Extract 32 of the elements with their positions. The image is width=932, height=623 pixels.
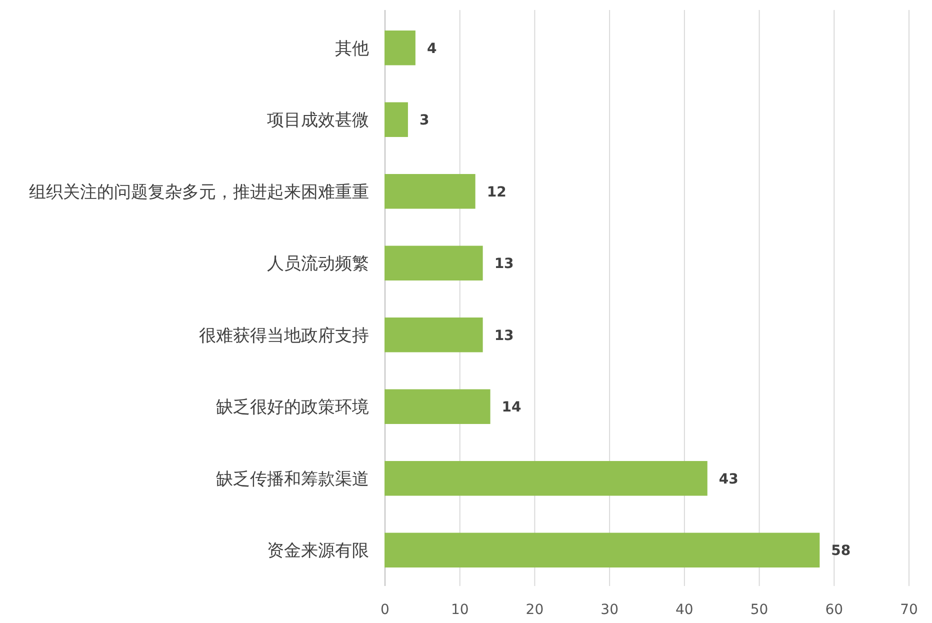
x-tick-label: 70 [900, 602, 918, 618]
y-tick-label: 项目成效甚微 [267, 110, 369, 131]
x-tick-label: 40 [676, 602, 694, 618]
bar [384, 174, 476, 209]
data-label: 4 [426, 40, 437, 57]
x-tick-label: 0 [380, 602, 390, 618]
y-tick-label: 缺乏传播和筹款渠道 [216, 469, 369, 490]
data-label: 3 [419, 112, 430, 129]
data-label: 12 [486, 184, 506, 200]
x-tick-label: 50 [750, 602, 768, 618]
x-tick-label: 10 [450, 602, 469, 618]
data-label: 13 [494, 328, 514, 344]
y-tick-label: 缺乏很好的政策环境 [216, 398, 369, 418]
bar [384, 532, 820, 568]
y-tick-label: 很难获得当地政府支持 [199, 326, 369, 346]
data-label: 43 [718, 471, 738, 488]
bar [384, 102, 408, 137]
x-tick-label: 20 [526, 602, 544, 618]
x-tick-label: 60 [825, 602, 844, 618]
data-label: 58 [831, 543, 851, 560]
y-tick-label: 人员流动频繁 [267, 254, 369, 274]
data-label: 13 [494, 256, 514, 272]
bar [384, 246, 483, 280]
bar [384, 30, 416, 66]
y-tick-label: 其他 [335, 38, 369, 59]
bar [384, 389, 490, 424]
y-tick-label: 资金来源有限 [267, 541, 369, 562]
data-label: 14 [502, 400, 522, 416]
y-tick-label: 组织关注的问题复杂多元，推进起来困难重重 [29, 182, 369, 202]
bar [384, 318, 483, 352]
x-tick-label: 30 [600, 602, 618, 618]
bar [384, 461, 708, 496]
